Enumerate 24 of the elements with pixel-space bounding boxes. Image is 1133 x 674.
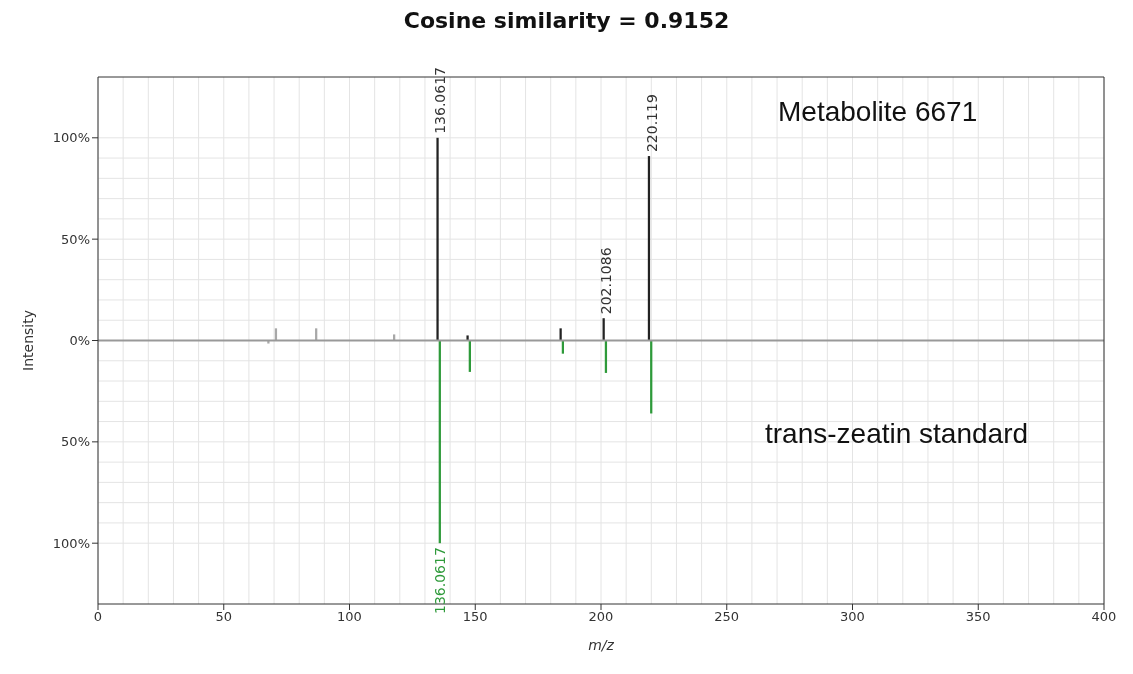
x-tick-label: 50 [215,609,233,625]
y-axis-title: Intensity [19,310,36,371]
x-tick-label: 200 [588,609,614,625]
x-tick-label: 300 [840,609,865,625]
bar [436,137,439,341]
x-tick-label: 150 [462,609,488,625]
text: trans-zeatin standard [765,418,1029,450]
y-tick-label: 50% [61,434,90,450]
y-tick-label: 100% [52,535,90,551]
annotation: 136.0617 [432,547,449,614]
x-tick-label: 100 [337,609,362,625]
chart-title: Cosine similarity = 0.9152 [402,8,731,35]
x-tick-label: 350 [965,609,991,625]
annotation: 202.1086 [598,247,615,315]
y-tick-label: 0% [69,333,90,349]
x-tick-label: 400 [1091,609,1117,625]
y-tick-label: 50% [61,231,90,247]
x-tick-label: 0 [93,609,103,625]
y-tick-label: 100% [52,130,90,146]
x-axis-title: m/z [588,637,615,653]
x-tick-label: 250 [714,609,740,625]
text: Metabolite 6671 [778,96,978,128]
annotation: 220.119 [643,94,660,153]
annotation: 136.0617 [432,67,449,134]
